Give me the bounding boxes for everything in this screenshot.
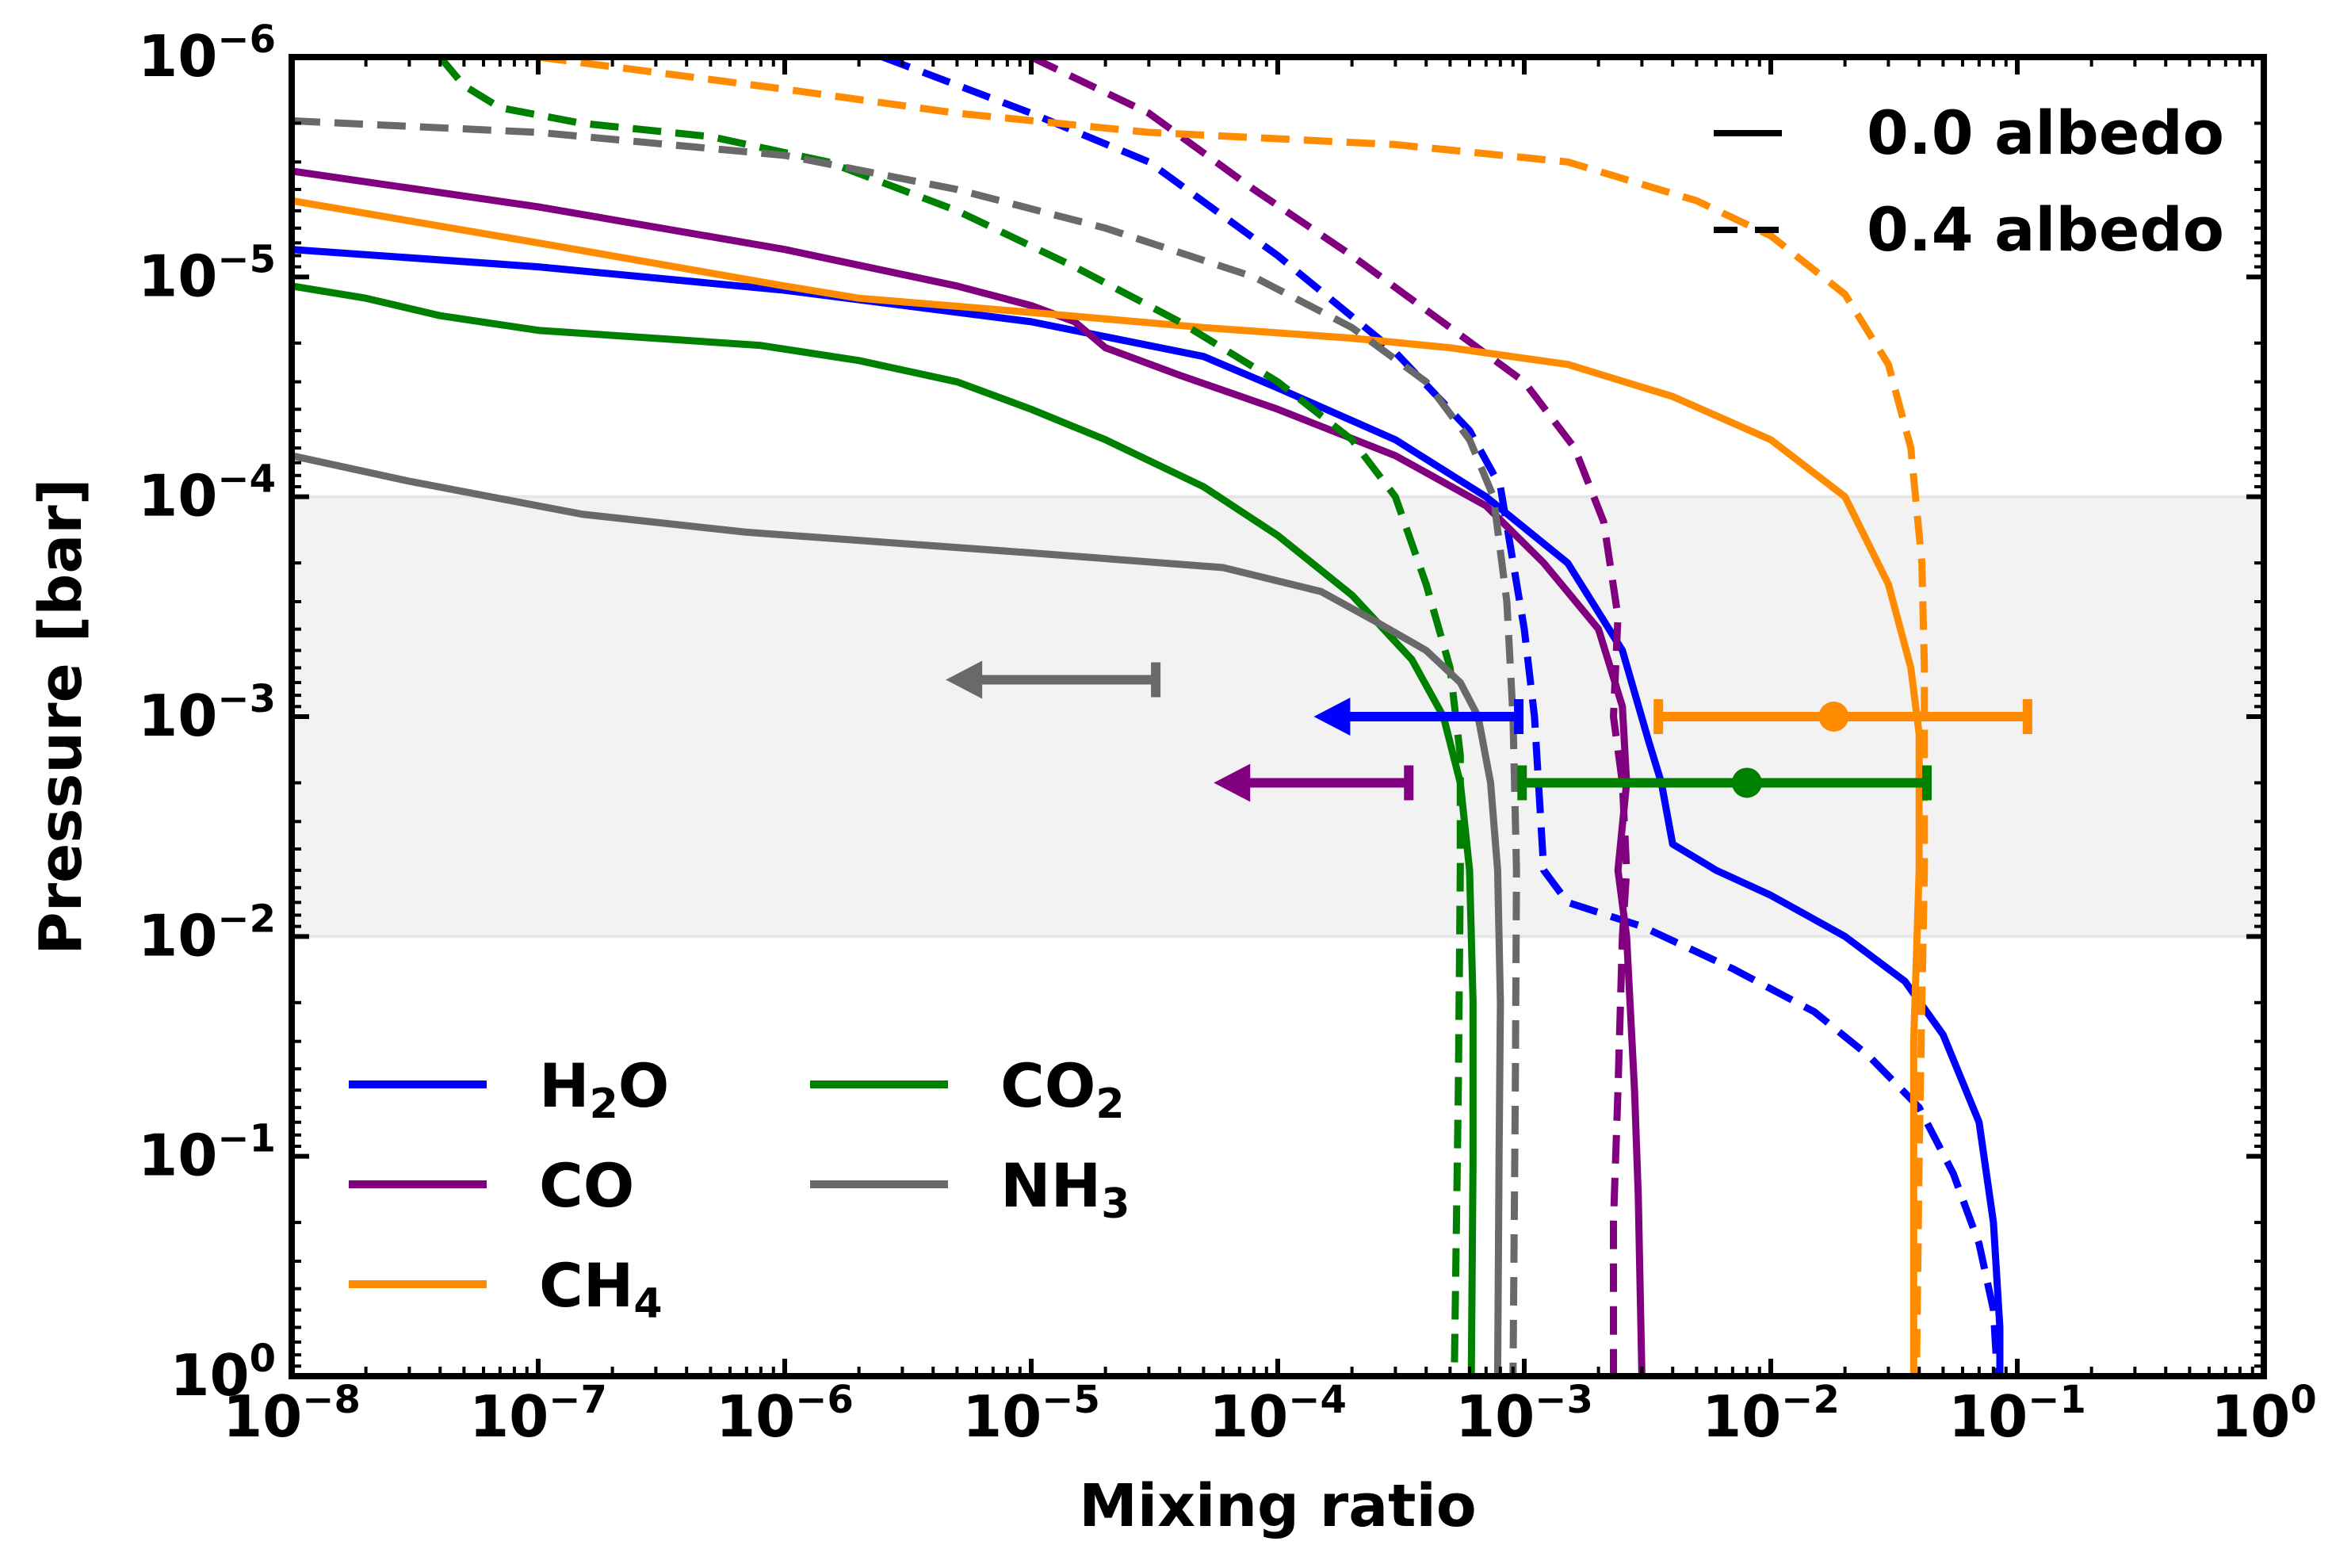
legend-label-co: CO xyxy=(539,1150,634,1221)
errorbar-h2o xyxy=(1313,698,1524,736)
x-tick-label: 10−1 xyxy=(1948,1378,2086,1450)
series-line-co-0-4-albedo xyxy=(1030,57,1630,1376)
x-tick-label: 10−4 xyxy=(1209,1378,1347,1450)
errorbar-nh3 xyxy=(946,660,1161,699)
albedo-legend: 0.0 albedo 0.4 albedo xyxy=(1714,98,2224,265)
y-axis-label: Pressure [bar] xyxy=(27,478,95,954)
series-line-co2-0-4-albedo xyxy=(437,57,1464,1376)
axis-ticks xyxy=(289,55,2266,1379)
y-tick-label: 10−1 xyxy=(138,1117,276,1189)
errorbar-point xyxy=(1818,702,1849,732)
y-tick-label: 10−3 xyxy=(138,677,276,749)
x-tick-label: 10−8 xyxy=(223,1378,361,1450)
series-line-nh3-0-0-albedo xyxy=(292,452,1504,1376)
legend-label-nh3: NH3 xyxy=(1000,1150,1130,1228)
legend-label-ch4: CH4 xyxy=(539,1250,663,1328)
x-tick-label: 10−6 xyxy=(716,1378,854,1450)
series-line-nh3-0-4-albedo xyxy=(292,117,1520,1376)
series-line-h2o-0-0-albedo xyxy=(292,246,2004,1376)
x-tick-labels: 10−8 10−7 10−6 10−5 10−4 10−3 10−2 10−1 100 xyxy=(223,1378,2317,1450)
x-tick-label: 10−5 xyxy=(962,1378,1100,1450)
y-tick-label: 100 xyxy=(170,1337,276,1409)
y-tick-label: 10−4 xyxy=(138,457,276,530)
y-tick-labels: 10−6 10−5 10−4 10−3 10−2 10−1 100 xyxy=(138,17,276,1409)
legend-label-albedo: 0.4 albedo xyxy=(1867,194,2224,265)
y-tick-label: 10−5 xyxy=(138,237,276,309)
x-tick-label: 10−3 xyxy=(1455,1378,1593,1450)
series-line-ch4-0-4-albedo xyxy=(537,57,1929,1376)
y-tick-label: 10−2 xyxy=(138,897,276,969)
error-bars xyxy=(946,660,2032,802)
series-line-ch4-0-0-albedo xyxy=(292,197,1923,1376)
legend-label-h2o: H2O xyxy=(539,1050,669,1128)
errorbar-point xyxy=(1731,767,1762,798)
series-lines xyxy=(292,57,2004,1376)
series-line-h2o-0-4-albedo xyxy=(881,57,2001,1376)
series-line-co2-0-0-albedo xyxy=(292,282,1477,1376)
x-axis-label: Mixing ratio xyxy=(1079,1472,1477,1540)
y-tick-label: 10−6 xyxy=(138,17,276,90)
species-legend: H2O CO CH4 CO2 NH3 xyxy=(349,1050,1130,1328)
errorbar-arrowhead xyxy=(1214,763,1251,802)
legend-label-albedo: 0.0 albedo xyxy=(1867,98,2224,168)
errorbar-ch4 xyxy=(1653,699,2032,734)
errorbar-arrowhead xyxy=(946,660,983,699)
errorbar-co xyxy=(1214,763,1414,802)
legend-label-co2: CO2 xyxy=(1000,1050,1125,1128)
errorbar-co2 xyxy=(1517,765,1932,801)
x-tick-label: 10−7 xyxy=(469,1378,607,1450)
x-tick-label: 10−2 xyxy=(1702,1378,1840,1450)
errorbar-arrowhead xyxy=(1313,698,1351,736)
x-tick-label: 100 xyxy=(2211,1378,2317,1450)
